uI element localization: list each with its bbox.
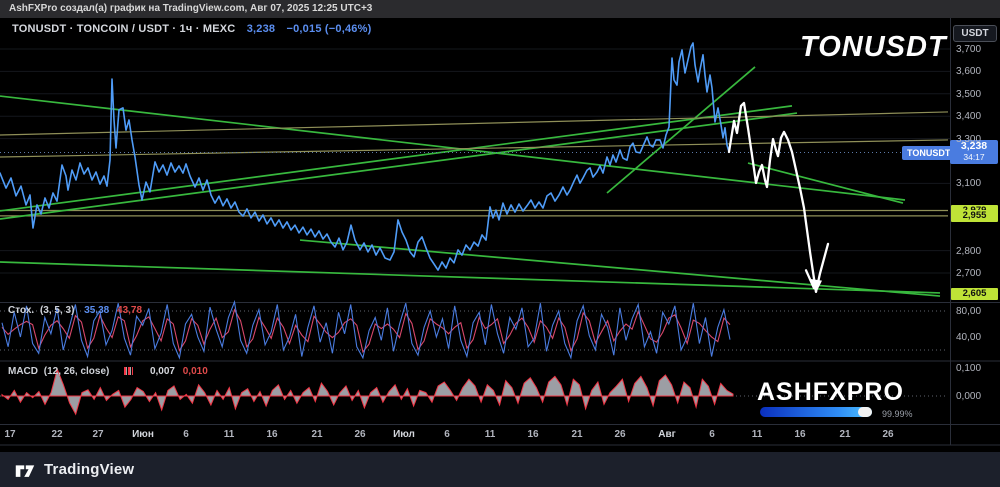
price-tick: 3,300 xyxy=(956,133,982,145)
trendline[interactable] xyxy=(0,111,949,136)
time-tick: 11 xyxy=(223,429,235,440)
current-price-symbol-label: TONUSDT xyxy=(902,146,956,160)
brand-percent: 99.99% xyxy=(882,409,913,419)
macd-histogram-area[interactable] xyxy=(2,369,733,415)
time-tick: 6 xyxy=(709,429,715,440)
trendline[interactable] xyxy=(0,95,906,201)
price-line-series[interactable] xyxy=(0,42,730,271)
symbol-legend[interactable]: TONUSDT · TONCOIN / USDT · 1ч · MEXC 3,2… xyxy=(12,23,371,35)
time-tick: 16 xyxy=(527,429,539,440)
price-tick: 3,100 xyxy=(956,178,982,190)
price-tick: 3,500 xyxy=(956,88,982,100)
time-tick: Авг xyxy=(658,429,676,440)
macd-params: (12, 26, close) xyxy=(43,366,110,377)
current-price-axis-label: 3,238 34:17 xyxy=(950,140,998,165)
price-level-label: 2,605 xyxy=(951,288,998,301)
time-tick: 11 xyxy=(751,429,763,440)
stoch-d-line[interactable] xyxy=(1,308,731,354)
stoch-d-value: 43,78 xyxy=(117,305,143,316)
time-tick: 26 xyxy=(614,429,626,440)
price-tick: 3,700 xyxy=(956,44,982,55)
macd-legend[interactable]: MACD (12, 26, close) 0,007 0,010 xyxy=(8,366,208,377)
attribution-text: AshFXPro создал(а) график на TradingView… xyxy=(9,3,373,14)
current-price-value: 3,238 xyxy=(960,140,988,153)
stoch-k-line[interactable] xyxy=(1,299,731,360)
projection-arrowhead[interactable] xyxy=(809,278,822,293)
time-tick: 21 xyxy=(311,429,323,440)
brand-progress-bar xyxy=(760,407,872,417)
trendline[interactable] xyxy=(0,105,793,212)
time-tick: 17 xyxy=(4,429,16,440)
currency-button[interactable]: USDT xyxy=(953,25,997,42)
symbol-price: 3,238 xyxy=(246,23,276,35)
price-tick: 3,400 xyxy=(956,111,982,123)
macd-histogram-icon xyxy=(124,367,134,375)
stoch-axis-tick: 40,00 xyxy=(956,332,982,343)
trendline[interactable] xyxy=(0,261,941,294)
brand-progress-cap xyxy=(858,407,872,417)
stoch-name[interactable]: Стох. xyxy=(8,305,35,316)
stoch-params: (3, 5, 3) xyxy=(39,305,75,316)
time-tick: 22 xyxy=(51,429,63,440)
price-axis[interactable]: USDT 3,238 34:17 3,700 3,600 3,500 3,400 3,3… xyxy=(950,18,1000,445)
stoch-legend[interactable]: Стох. (3, 5, 3) 35,38 43,78 xyxy=(8,305,142,316)
trendline[interactable] xyxy=(0,112,798,220)
macd-value: 0,007 xyxy=(149,366,175,377)
tradingview-logo-icon[interactable] xyxy=(14,460,36,480)
trendline[interactable] xyxy=(747,162,904,204)
chart-canvas[interactable] xyxy=(0,0,1000,452)
footer-logo-text[interactable]: TradingView xyxy=(44,461,135,478)
time-tick: 16 xyxy=(266,429,278,440)
macd-signal-value: 0,010 xyxy=(182,366,208,377)
time-tick: 6 xyxy=(183,429,189,440)
time-tick: 6 xyxy=(444,429,450,440)
price-level-label: 2,955 xyxy=(951,209,998,222)
stoch-axis-tick: 80,00 xyxy=(956,306,982,317)
time-tick: 21 xyxy=(571,429,583,440)
symbol-title[interactable]: TONUSDT · TONCOIN / USDT · 1ч · MEXC xyxy=(12,23,236,35)
macd-axis-tick: 0,000 xyxy=(956,391,982,402)
time-tick: 26 xyxy=(882,429,894,440)
trendline[interactable] xyxy=(606,66,756,194)
time-tick: 26 xyxy=(354,429,366,440)
time-tick: 21 xyxy=(839,429,851,440)
time-tick: 16 xyxy=(794,429,806,440)
price-tick: 2,800 xyxy=(956,245,982,257)
trendline[interactable] xyxy=(299,239,941,297)
macd-axis-tick: 0,100 xyxy=(956,363,982,374)
time-axis[interactable]: 17 22 27 Июн 6 11 16 21 26 Июл 6 11 16 21 26 Авг 6 11 16 21… xyxy=(0,425,950,445)
price-tick: 3,600 xyxy=(956,66,982,78)
price-tick: 2,700 xyxy=(956,268,982,279)
symbol-watermark: TONUSDT xyxy=(800,31,947,63)
footer-bar: TradingView xyxy=(0,452,1000,487)
trendline[interactable] xyxy=(0,139,949,158)
projection-arrow[interactable] xyxy=(727,101,818,293)
attribution-bar: AshFXPro создал(а) график на TradingView… xyxy=(0,0,1000,18)
macd-signal-line[interactable] xyxy=(1,367,734,416)
time-tick: Июл xyxy=(393,429,415,440)
time-tick: 11 xyxy=(484,429,496,440)
macd-name[interactable]: MACD xyxy=(8,366,38,377)
current-price-countdown: 34:17 xyxy=(963,152,985,163)
stoch-k-value: 35,38 xyxy=(84,305,110,316)
time-tick: Июн xyxy=(132,429,154,440)
time-tick: 27 xyxy=(92,429,104,440)
brand-watermark: ASHFXPRO xyxy=(757,378,904,406)
symbol-change: −0,015 (−0,46%) xyxy=(286,23,372,35)
